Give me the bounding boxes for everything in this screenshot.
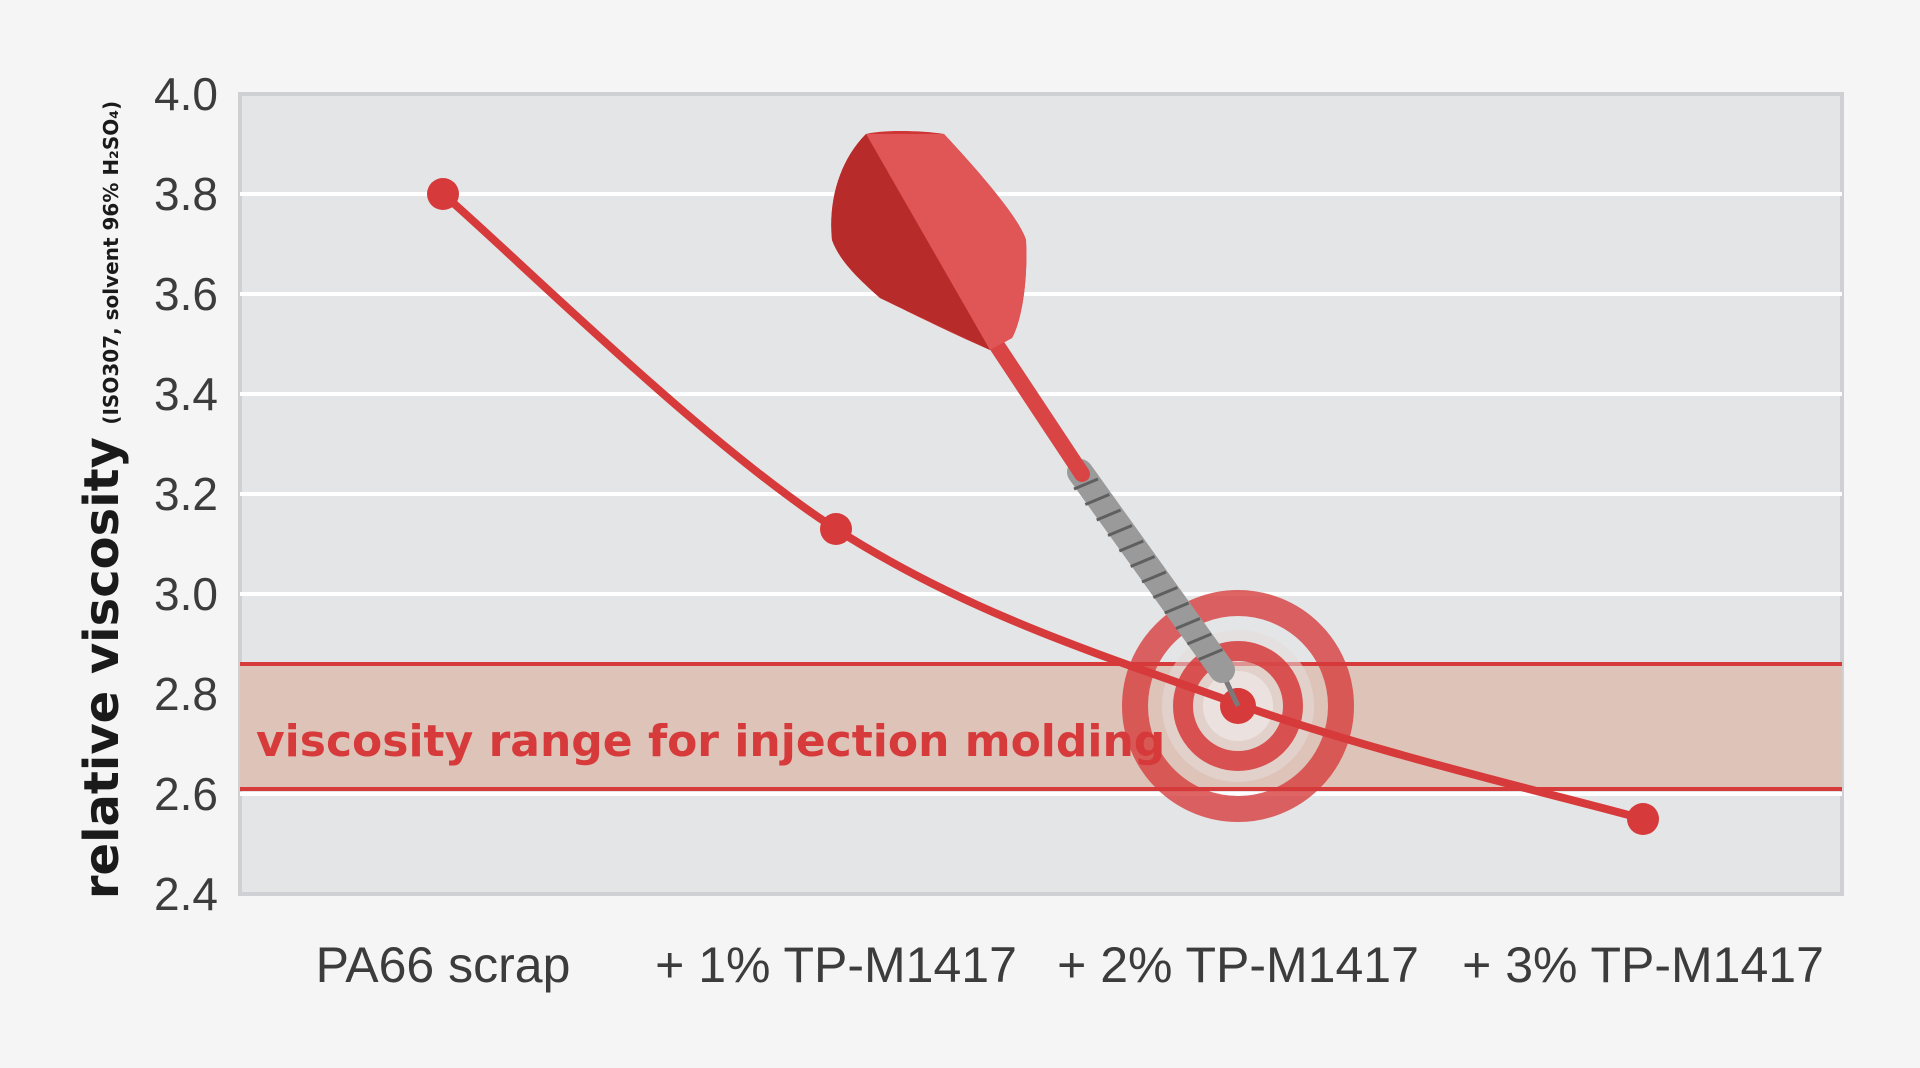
y-tick-label: 3.6 bbox=[154, 268, 218, 320]
injection-molding-band: viscosity range for injection molding bbox=[240, 662, 1842, 791]
dart-grip-ring bbox=[1073, 477, 1099, 491]
y-axis-title: relative viscosity (ISO307, solvent 96% … bbox=[74, 101, 130, 899]
y-axis-ticks: 2.4 2.6 2.8 3.0 3.2 3.4 3.6 3.8 4.0 bbox=[154, 68, 218, 920]
series-line bbox=[427, 178, 1659, 835]
dart-grip-ring bbox=[1118, 539, 1144, 553]
y-tick-label: 3.8 bbox=[154, 168, 218, 220]
dart-grip-ring bbox=[1186, 632, 1212, 646]
dart-grip-ring bbox=[1096, 508, 1122, 522]
y-tick-label: 2.6 bbox=[154, 768, 218, 820]
band-fill bbox=[240, 664, 1842, 789]
x-axis-categories: PA66 scrap + 1% TP-M1417 + 2% TP-M1417 + 3%… bbox=[316, 937, 1824, 993]
dart-grip-ring bbox=[1164, 601, 1190, 615]
x-category-label: PA66 scrap bbox=[316, 937, 571, 993]
y-tick-label: 2.4 bbox=[154, 868, 218, 920]
dart-grip-ring bbox=[1198, 648, 1224, 661]
y-tick-label: 2.8 bbox=[154, 668, 218, 720]
data-point bbox=[427, 178, 459, 210]
dart-grip-ring bbox=[1084, 493, 1110, 506]
series-curve bbox=[439, 190, 1647, 823]
dart-grip-ring bbox=[1141, 570, 1167, 584]
x-category-label: + 1% TP-M1417 bbox=[655, 937, 1017, 993]
dart-grip-ring bbox=[1130, 555, 1156, 568]
dart-grip-ring bbox=[1107, 524, 1133, 537]
data-point bbox=[1627, 803, 1659, 835]
dart-icon bbox=[831, 131, 1241, 708]
y-tick-label: 4.0 bbox=[154, 68, 218, 120]
band-label: viscosity range for injection molding bbox=[256, 716, 1165, 767]
target-ring-middle bbox=[1173, 641, 1303, 771]
y-tick-label: 3.4 bbox=[154, 368, 218, 420]
y-tick-label: 3.2 bbox=[154, 468, 218, 520]
dart-barrel bbox=[1067, 459, 1235, 683]
y-axis-label: relative viscosity bbox=[74, 437, 130, 899]
dart-grip-ring bbox=[1175, 617, 1201, 630]
dart-grip-ring bbox=[1152, 586, 1178, 599]
dart-flight-highlight bbox=[866, 134, 1027, 350]
target-ring-outer bbox=[1122, 590, 1354, 822]
y-axis-note: (ISO307, solvent 96% H₂SO₄) bbox=[99, 101, 123, 425]
data-point bbox=[820, 513, 852, 545]
y-tick-label: 3.0 bbox=[154, 568, 218, 620]
dart-flight-shadow bbox=[831, 134, 990, 350]
x-category-label: + 2% TP-M1417 bbox=[1057, 937, 1419, 993]
x-category-label: + 3% TP-M1417 bbox=[1462, 937, 1824, 993]
